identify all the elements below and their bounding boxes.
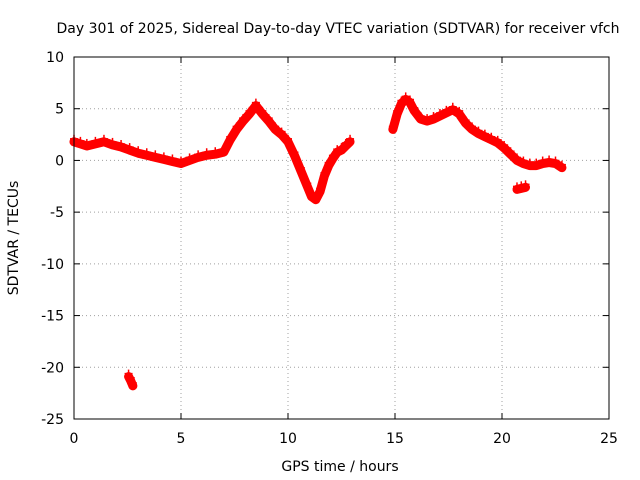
plot-frame [73,56,610,420]
data-point [211,147,220,159]
data-point [202,148,211,160]
data-point [397,96,406,108]
data-point [284,134,292,146]
data-point [461,116,470,128]
data-point [251,98,260,110]
chart-title: Day 301 of 2025, Sidereal Day-to-day VTE… [56,21,619,37]
y-tick-label: 0 [55,153,64,169]
data-point [168,154,177,166]
data-point [416,112,425,124]
x-tick-label: 10 [279,431,297,447]
ticks: 0 5 10 15 20 25 10 5 0 -5 -10 -15 -20 -25 [41,50,618,447]
y-tick-label: -25 [41,412,64,428]
data-point [493,135,502,147]
data-point [393,106,402,118]
data-point [333,145,342,157]
x-axis-label: GPS time / hours [281,459,398,475]
data-point [532,158,541,170]
data-point [277,127,286,139]
data-point [303,179,312,191]
data-point [512,153,521,165]
data-point [142,148,151,160]
x-tick-label: 0 [70,431,79,447]
data-point [320,168,329,180]
data-point [341,138,350,150]
data-point [177,156,185,168]
data-point [519,156,528,168]
x-tick-label: 15 [386,431,404,447]
data-point [239,114,248,126]
y-axis-label: SDTVAR / TECUs [6,181,22,296]
data-point [551,156,560,168]
x-tick-label: 25 [600,431,618,447]
series-segment-3 [124,369,138,391]
x-tick-label: 5 [177,431,186,447]
data-point [506,147,515,159]
data-point [290,148,299,160]
data-point [91,136,100,148]
data-point [159,152,168,164]
data-point [316,184,325,196]
series-segment-1 [69,98,355,205]
y-tick-label: -5 [50,205,64,221]
data-point [545,155,554,167]
y-tick-label: 10 [46,50,64,66]
data-point [521,180,530,192]
data-point [468,122,477,134]
data-point [423,114,432,126]
data-point [500,141,509,153]
data-point [517,181,526,193]
y-tick-label: -15 [41,309,64,325]
data-series [69,92,567,391]
series-segment-4 [512,180,531,194]
data-point [76,136,85,148]
data-point [410,103,419,115]
data-point [117,139,126,151]
data-point [435,108,444,120]
series-segment-2 [388,92,567,173]
data-point [455,106,464,118]
data-point [185,153,194,165]
data-point [448,102,457,114]
data-point [538,156,547,168]
data-point [245,106,254,118]
data-point [512,182,521,194]
data-point [405,95,414,107]
data-point [151,150,160,162]
data-point [337,143,346,155]
data-point [258,106,267,118]
data-point [296,163,305,175]
data-point [194,150,203,162]
data-point [324,158,333,170]
x-tick-label: 20 [493,431,511,447]
data-point [311,192,320,204]
data-point [108,137,117,149]
data-point [328,151,337,163]
data-point [82,138,91,150]
data-point [125,143,134,155]
data-point [99,134,108,146]
data-point [346,134,355,146]
data-point [219,145,228,157]
data-point [264,114,273,126]
data-point [271,122,280,134]
data-point [226,132,235,144]
y-tick-label: -20 [41,360,64,376]
data-point [557,160,566,172]
data-point [134,146,143,158]
y-tick-label: -10 [41,257,64,273]
data-point [429,112,438,124]
data-point [388,122,397,134]
data-point [128,378,137,390]
data-point [232,122,241,134]
y-tick-label: 5 [55,102,64,118]
